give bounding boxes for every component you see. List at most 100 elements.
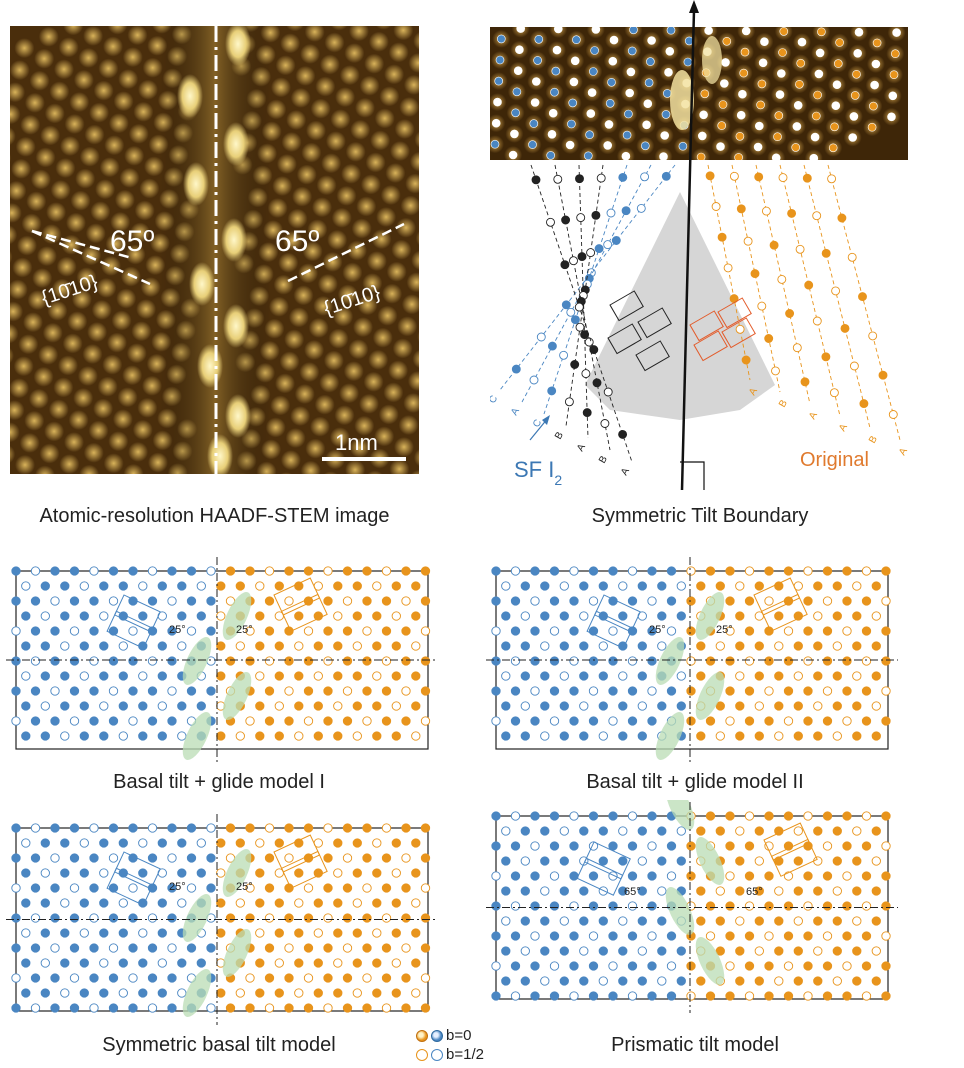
model-atom: [696, 731, 706, 741]
stem-atom: [10, 82, 26, 103]
model-atom: [381, 823, 392, 833]
inset-atom: [547, 130, 557, 139]
stem-atom: [360, 174, 381, 195]
model-atom: [69, 823, 80, 833]
lattice-atom: [750, 269, 760, 279]
stem-atom: [67, 311, 88, 332]
stem-atom: [59, 454, 80, 474]
model-atom: [245, 716, 255, 726]
model-atom: [352, 898, 362, 908]
model-atom: [559, 856, 569, 866]
model-atom: [69, 626, 80, 636]
stem-atom: [351, 218, 372, 239]
model-angle-right: 65°: [746, 886, 763, 898]
model-atom: [40, 958, 50, 968]
model-atom: [128, 566, 138, 576]
stem-atom: [270, 395, 291, 416]
stem-atom: [380, 185, 401, 205]
model-atom: [60, 671, 70, 681]
model-atom: [705, 901, 716, 911]
stacking-line-right: [803, 164, 871, 429]
model-atom: [235, 898, 245, 908]
legend-orange-open-dot: [416, 1048, 428, 1061]
stem-atom: [287, 208, 308, 229]
model-atom: [725, 686, 735, 696]
model-atom: [598, 581, 608, 591]
model-atom: [852, 671, 862, 681]
model-atom: [50, 973, 60, 983]
lattice-atom: [589, 345, 599, 355]
lattice-atom: [547, 341, 557, 351]
model-atom: [391, 928, 401, 938]
model-atom: [647, 991, 657, 1001]
inset-atom: [624, 109, 633, 119]
model-atom: [60, 988, 70, 998]
stem-atom: [275, 55, 296, 76]
model-atom: [323, 943, 333, 953]
model-atom: [245, 626, 255, 636]
model-atom: [774, 976, 784, 986]
model-atom: [647, 716, 657, 726]
model-atom: [579, 916, 589, 926]
lattice-atom: [559, 350, 569, 360]
lattice-atom: [547, 386, 557, 396]
model-atom: [666, 626, 677, 636]
model-atom: [686, 716, 696, 726]
model-atom: [608, 686, 618, 696]
stem-atom: [370, 130, 391, 151]
model-atom: [30, 656, 41, 666]
lattice-atom: [591, 210, 601, 220]
model-atom: [735, 856, 745, 866]
stem-atom: [315, 76, 336, 97]
model-atom: [157, 701, 167, 711]
model-atom: [666, 991, 677, 1001]
model-atom: [559, 886, 569, 896]
stem-atom: [44, 103, 65, 124]
model-atom: [381, 913, 392, 923]
stem-atom: [323, 350, 344, 371]
model-atom: [588, 686, 599, 696]
stack-label-left: B: [597, 454, 610, 466]
model-atom: [579, 731, 589, 741]
model-atom: [69, 913, 80, 923]
model-atom: [274, 838, 284, 848]
model-atom: [764, 811, 774, 821]
model-atom: [274, 671, 284, 681]
model-atom: [861, 811, 872, 821]
model-atom: [303, 626, 314, 636]
lattice-atom: [566, 307, 576, 317]
model-atom: [167, 973, 177, 983]
model-atom: [342, 686, 353, 696]
stem-atom: [63, 26, 84, 36]
model-atom: [754, 641, 764, 651]
model-atom: [216, 868, 226, 878]
unit-cell-left: [635, 340, 670, 372]
stem-atom: [10, 445, 16, 464]
model-atom: [813, 886, 823, 896]
model-atom: [50, 943, 60, 953]
model-atom: [510, 656, 521, 666]
lattice-atom: [785, 309, 795, 318]
model-atom: [11, 626, 21, 636]
model-atom: [99, 581, 109, 591]
model-atom: [657, 886, 667, 896]
unit-cell-orange: [770, 838, 818, 877]
model-atom: [264, 566, 275, 576]
model-atom: [342, 973, 353, 983]
stem-atom: [304, 340, 325, 360]
model-atom: [861, 596, 872, 606]
inset-atom: [569, 77, 579, 87]
model-atom: [60, 928, 70, 938]
model-atom: [510, 841, 521, 851]
stem-atom: [365, 152, 386, 173]
stem-atom: [415, 230, 419, 246]
model-atom: [11, 566, 21, 576]
model-atom: [167, 883, 177, 893]
model-atom: [245, 566, 255, 576]
model-atom: [754, 856, 764, 866]
model-atom: [579, 886, 589, 896]
model-angle-left: 25°: [169, 624, 186, 636]
model-atom: [167, 823, 177, 833]
stem-atom: [368, 349, 389, 370]
stem-atom: [302, 241, 323, 262]
